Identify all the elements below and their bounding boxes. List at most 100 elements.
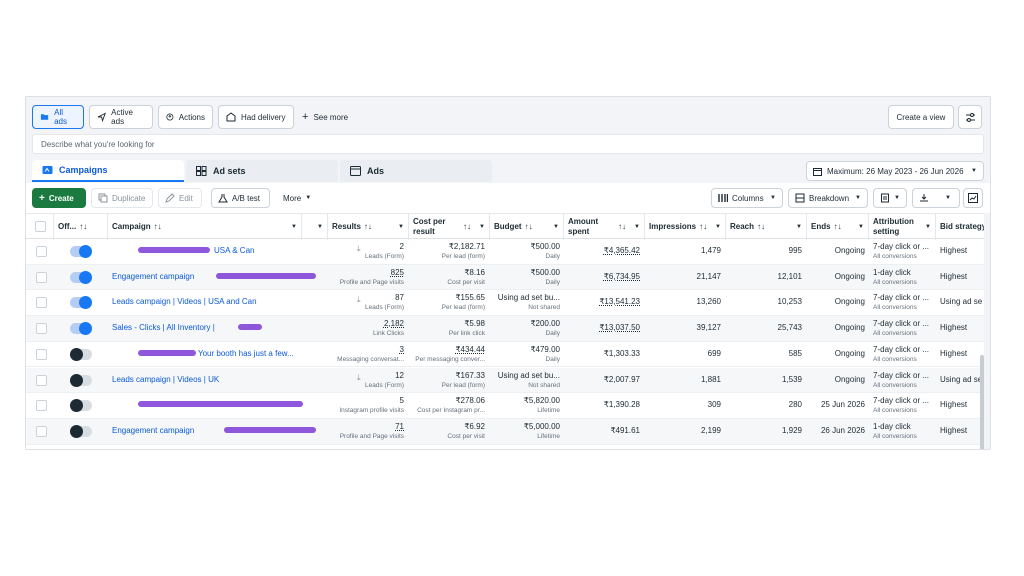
tab-ad-sets[interactable]: Ad sets [186,160,338,182]
campaign-toggle[interactable] [70,424,92,438]
download-icon: ⤓ [357,295,361,305]
download-icon: ⤓ [357,244,361,253]
results-cell: 5 Instagram profile visits [328,395,404,415]
tab-campaigns[interactable]: Campaigns [32,160,184,182]
columns-button[interactable]: Columns ▼ [711,188,783,208]
column-header-bid-strategy[interactable]: Bid strategy [940,222,984,231]
cost-per-result-label: Cost per Instagram pr... [417,407,485,415]
chip-had-delivery[interactable]: Had delivery [218,105,294,129]
results-value: 825 [390,267,404,277]
toggle-knob [79,270,92,284]
ends-cell: Ongoing [834,323,865,333]
column-header-cost-per-result[interactable]: Cost per result ↑↓ ▼ [409,214,490,240]
row-checkbox[interactable] [36,297,47,309]
table-row[interactable]: Leads campaign | Videos | UK ⤓ 12 Leads (Fo… [26,367,984,394]
row-checkbox[interactable] [36,374,47,386]
campaign-toggle[interactable] [70,270,92,284]
more-button[interactable]: More ▼ [277,188,321,208]
column-header-spacer: ▼ [302,214,328,240]
reports-button[interactable]: ▼ [873,188,907,208]
column-header-attribution[interactable]: Attribution setting ▼ [869,214,936,240]
table-row[interactable]: Sales - Clicks | All Inventory | 2,182 Lin… [26,316,984,342]
row-checkbox[interactable] [36,400,47,412]
campaign-name-link[interactable]: Sales - Clicks | All Inventory | [112,323,215,333]
cost-per-result-cell: ₹5.98 Per link click [409,318,485,338]
campaign-toggle[interactable] [70,245,92,258]
table-row[interactable]: USA & Can ⤓ 2 Leads (Form) ₹2,182.71 Per lead… [26,239,984,265]
table-row[interactable]: Engagement campaign 71 Profile and Page vi… [26,418,984,445]
bid-strategy-cell: Using ad se [940,297,983,307]
campaign-name-link[interactable]: Leads campaign | Videos | USA and Can [112,297,257,307]
campaign-toggle[interactable] [70,296,92,310]
sort-icon: ↑↓ [757,222,766,231]
budget-label: Lifetime [537,432,560,440]
chip-all-ads[interactable]: All ads [32,105,84,129]
column-header-reach[interactable]: Reach ↑↓ ▼ [726,214,807,240]
breakdown-button[interactable]: Breakdown ▼ [788,188,868,208]
campaign-toggle[interactable] [70,399,92,413]
campaign-name-link[interactable]: Engagement campaign [112,425,195,435]
chip-active-ads[interactable]: Active ads [89,105,153,129]
chart-button[interactable] [963,188,983,208]
folder-icon [42,166,53,174]
chip-actions[interactable]: Actions [158,105,213,129]
attribution-cell: 7-day click or ... All conversions [873,318,935,338]
see-more-button[interactable]: + See more [302,111,349,123]
campaign-toggle[interactable] [70,322,92,336]
row-checkbox[interactable] [36,323,47,335]
caret-down-icon: ▼ [398,224,404,230]
campaign-toggle[interactable] [70,373,92,387]
results-label: Leads (Form) [364,304,404,312]
tab-ads[interactable]: Ads [340,160,492,182]
attribution-value: 7-day click or ... [873,293,930,303]
table-row[interactable]: Leads campaign | Videos | USA and Can ⤓ 87… [26,290,984,317]
table-row[interactable]: Engagement campaign 825 Profile and Page v… [26,264,984,291]
column-header-amount-spent[interactable]: Amount spent ↑↓ ▼ [564,214,645,240]
cost-per-result-label: Cost per visit [447,278,485,286]
campaign-name-link[interactable]: USA & Can [214,246,255,255]
table-row[interactable]: Your booth has just a few... 3 Messaging c… [26,342,984,368]
redaction-scribble [138,247,210,253]
vertical-scrollbar[interactable] [980,355,984,449]
column-header-ends[interactable]: Ends ↑↓ ▼ [807,214,869,240]
campaign-name-link[interactable]: Engagement campaign [112,271,195,281]
column-header-results[interactable]: Results ↑↓ ▼ [328,214,409,240]
row-checkbox[interactable] [36,348,47,360]
column-header-budget[interactable]: Budget ↑↓ ▼ [490,214,564,240]
bid-strategy-cell: Using ad se [940,374,983,384]
row-checkbox[interactable] [36,246,47,257]
column-header-impressions[interactable]: Impressions ↑↓ ▼ [645,214,726,240]
date-range-picker[interactable]: Maximum: 26 May 2023 - 26 Jun 2026 ▼ [806,161,984,181]
duplicate-button[interactable]: Duplicate [91,188,153,208]
create-view-button[interactable]: Create a view [888,105,954,129]
caret-down-icon: ▼ [945,195,951,201]
budget-cell: ₹200.00 Daily [490,318,560,338]
campaign-name-link[interactable]: Leads campaign | Videos | UK [112,374,220,384]
amount-spent-value: ₹491.61 [610,425,640,435]
table-row[interactable]: 5 Instagram profile visits ₹278.06 Cost per… [26,393,984,419]
row-checkbox[interactable] [36,271,47,283]
budget-value: ₹200.00 [530,319,560,329]
create-button[interactable]: + Create [32,188,86,208]
attribution-cell: 1-day click All conversions [873,267,935,287]
column-header-campaign[interactable]: Campaign ↑↓ ▼ [108,214,302,240]
budget-value: ₹5,820.00 [523,396,560,406]
select-all-checkbox[interactable] [35,221,46,232]
search-input[interactable]: Describe what you're looking for [32,134,984,154]
edit-button[interactable]: Edit [158,188,202,208]
caret-down-icon: ▼ [796,224,802,230]
cost-per-result-cell: ₹155.65 Per lead (form) [409,292,485,312]
row-checkbox[interactable] [36,425,47,437]
caret-down-icon: ▼ [715,224,721,230]
campaign-name-link[interactable]: Your booth has just a few... [198,348,294,358]
impressions-cell: 13,260 [696,297,721,307]
action-icon [166,113,174,121]
amount-spent-cell: ₹1,390.28 [564,399,640,410]
ab-test-button[interactable]: A/B test [211,188,270,208]
results-label: Link Clicks [372,330,404,338]
column-header-off-on[interactable]: Off... ↑↓ [54,214,108,240]
cost-per-result-value: ₹8.16 [464,267,485,277]
export-button[interactable]: ▼ [912,188,960,208]
campaign-toggle[interactable] [70,347,92,361]
view-settings-button[interactable] [958,105,982,129]
